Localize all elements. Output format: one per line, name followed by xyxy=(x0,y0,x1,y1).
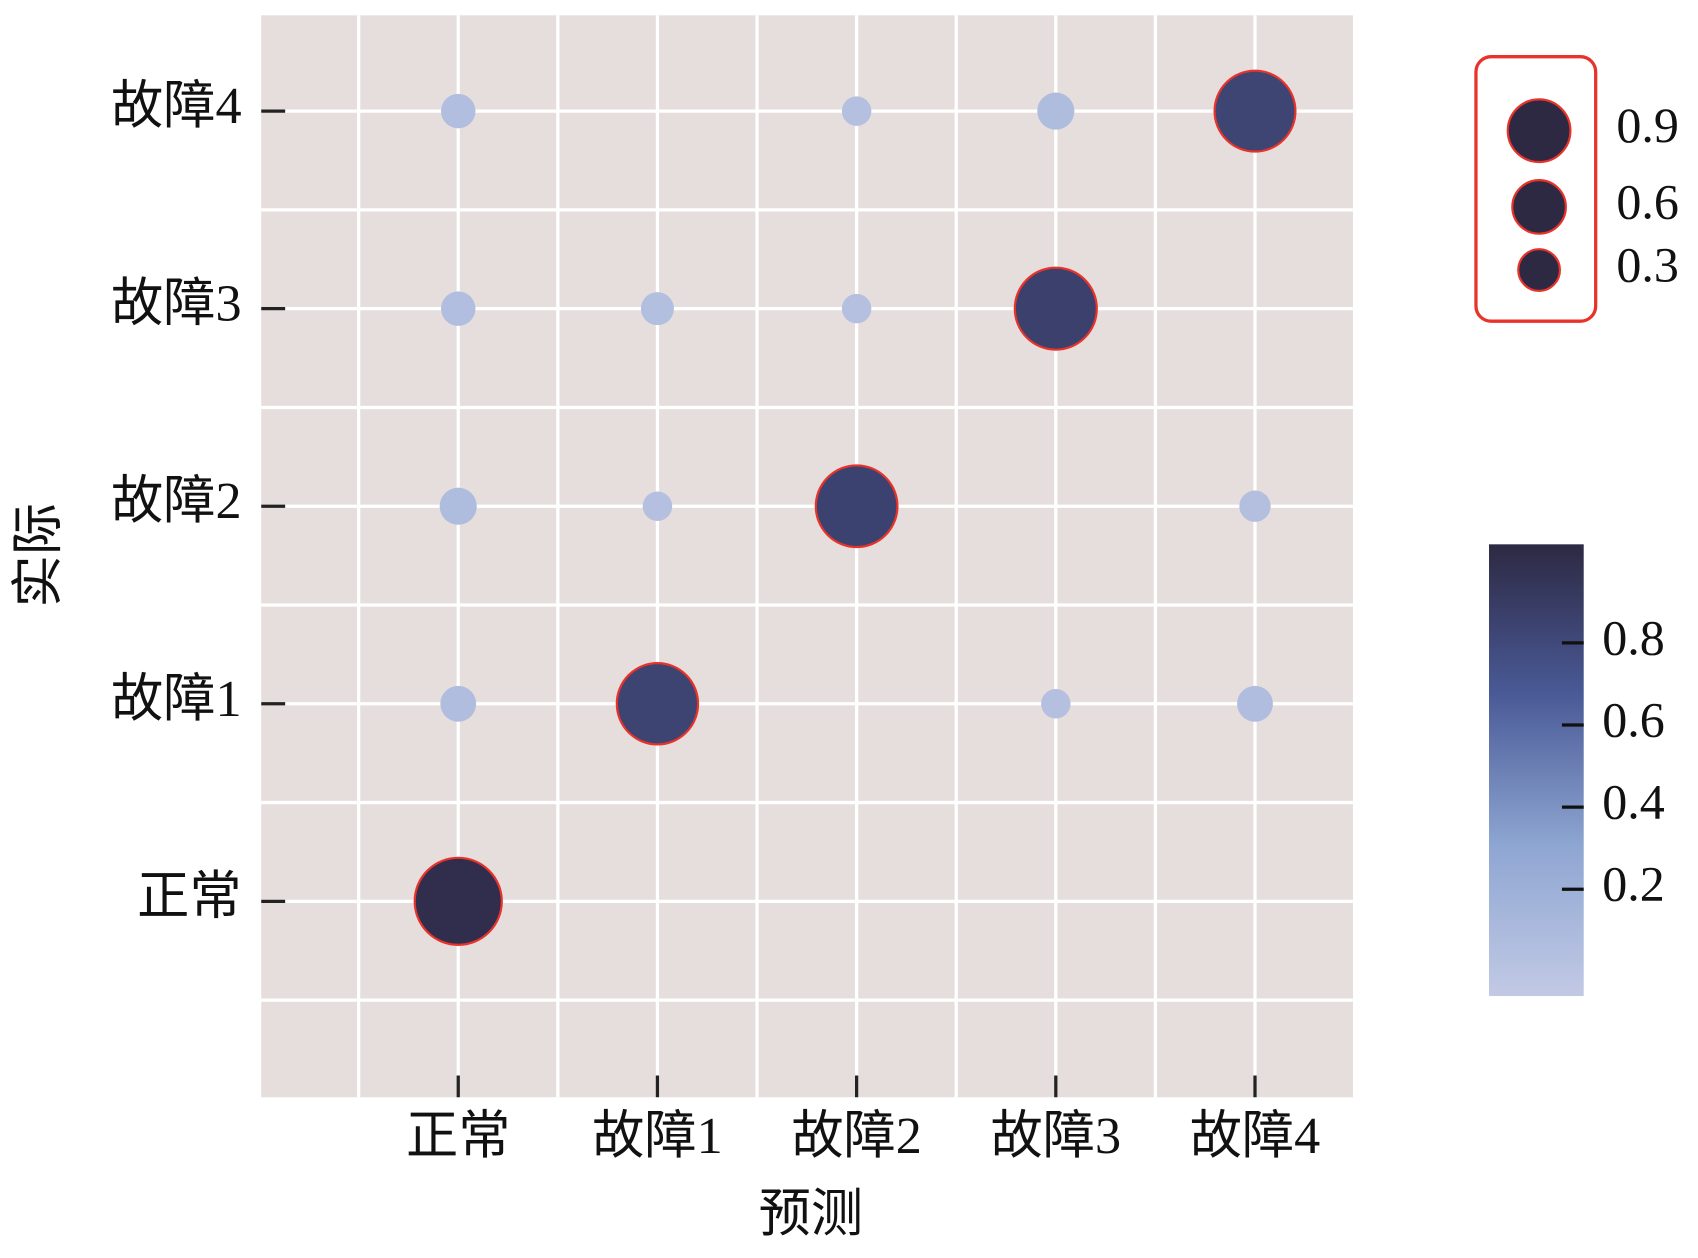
colorbar xyxy=(1489,544,1584,997)
colorbar-tick-label: 0.6 xyxy=(1602,691,1665,747)
size-legend-marker xyxy=(1517,248,1562,292)
bubble xyxy=(1013,266,1098,351)
bubble xyxy=(814,464,899,549)
bubble xyxy=(440,685,477,722)
bubble xyxy=(615,662,700,746)
x-tick-label: 故障4 xyxy=(1190,1107,1321,1165)
colorbar-tick-label: 0.4 xyxy=(1602,774,1665,830)
bubble xyxy=(1237,685,1273,722)
plot-background xyxy=(261,15,1353,1098)
bubble xyxy=(441,291,476,326)
size-legend-label: 0.6 xyxy=(1616,173,1679,229)
size-legend-marker xyxy=(1506,98,1572,164)
y-tick-label: 故障1 xyxy=(111,670,242,728)
y-tick-label: 故障4 xyxy=(111,77,242,135)
size-legend-label: 0.3 xyxy=(1616,237,1679,293)
y-tick-label: 故障3 xyxy=(111,275,242,333)
x-tick-label: 故障2 xyxy=(791,1107,922,1165)
x-axis-title: 预测 xyxy=(759,1185,863,1243)
size-legend-marker xyxy=(1511,179,1567,235)
colorbar-tick-label: 0.8 xyxy=(1602,609,1665,665)
x-tick-label: 正常 xyxy=(406,1107,510,1165)
bubble xyxy=(413,856,503,946)
colorbar-tick-label: 0.2 xyxy=(1602,856,1665,912)
x-tick-label: 故障1 xyxy=(592,1107,723,1165)
bubble xyxy=(841,293,872,324)
bubble xyxy=(1041,689,1071,719)
size-legend-box xyxy=(1474,55,1598,323)
bubble xyxy=(1239,490,1271,522)
bubble xyxy=(1037,92,1075,130)
y-tick-label: 故障2 xyxy=(111,472,242,530)
bubble xyxy=(841,96,872,126)
bubble xyxy=(1213,69,1297,153)
y-axis-title: 实际 xyxy=(10,503,68,607)
y-tick-label: 正常 xyxy=(137,867,241,925)
bubble xyxy=(642,491,673,521)
x-tick-label: 故障3 xyxy=(991,1107,1122,1165)
size-legend-label: 0.9 xyxy=(1616,97,1679,153)
bubble xyxy=(441,93,476,129)
bubble xyxy=(439,487,477,525)
bubble xyxy=(640,292,674,326)
